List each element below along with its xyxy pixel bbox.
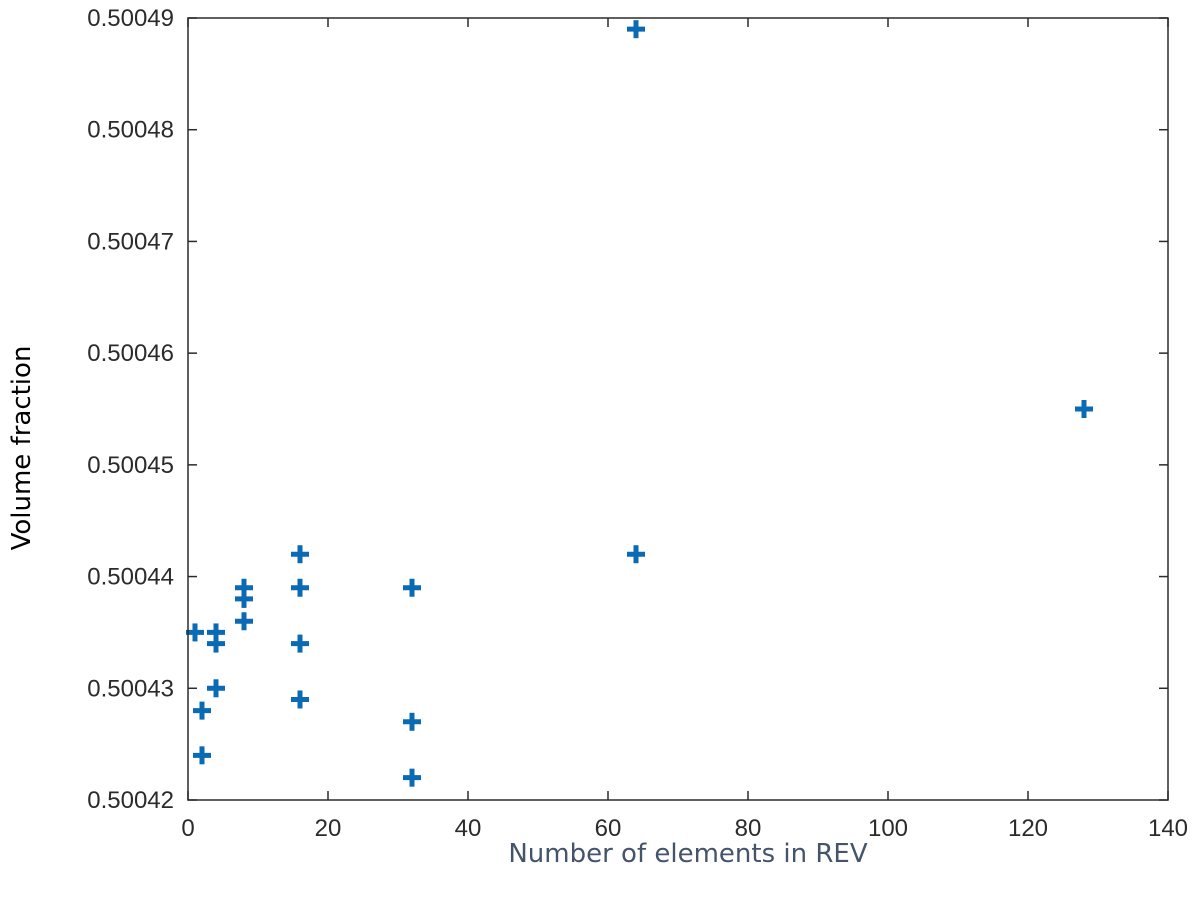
x-tick-label: 120 [1008,815,1048,842]
data-point [235,589,253,608]
data-point [291,545,309,564]
data-point [627,20,645,39]
data-point [403,768,421,787]
y-tick-label: 0.50045 [87,452,174,479]
data-point [193,701,211,720]
y-tick-label: 0.50049 [87,5,174,32]
tick-marks [187,17,1169,801]
data-points [186,20,1093,787]
x-axis-label: Number of elements in REV [508,839,868,869]
data-point [1075,400,1093,418]
y-tick-label: 0.50044 [87,564,174,591]
y-tick-labels: 0.50042 0.50043 0.50044 0.50045 0.50046 0.500… [87,5,174,814]
data-point [403,578,421,597]
x-tick-label: 100 [868,815,908,842]
data-point [186,623,204,642]
y-tick-label: 0.50042 [87,787,174,814]
y-tick-label: 0.50048 [87,117,174,144]
y-tick-label: 0.50046 [87,340,174,367]
data-point [291,690,309,709]
data-point [403,712,421,731]
x-tick-label: 0 [181,815,194,842]
x-tick-label: 60 [595,815,622,842]
data-point [291,578,309,597]
data-point [291,634,309,653]
x-tick-label: 140 [1148,815,1188,842]
x-tick-label: 20 [315,815,342,842]
plot-area [187,17,1169,801]
data-point [235,612,253,631]
data-point [207,623,225,642]
data-point [627,545,645,564]
y-axis-label: Volume fraction [7,346,37,551]
data-point [207,679,225,698]
x-tick-label: 40 [455,815,482,842]
data-point [193,746,211,765]
x-tick-labels: 0 20 40 60 80 100 120 140 [181,815,1188,842]
y-tick-label: 0.50043 [87,675,174,702]
y-tick-label: 0.50047 [87,228,174,255]
x-tick-label: 80 [735,815,762,842]
